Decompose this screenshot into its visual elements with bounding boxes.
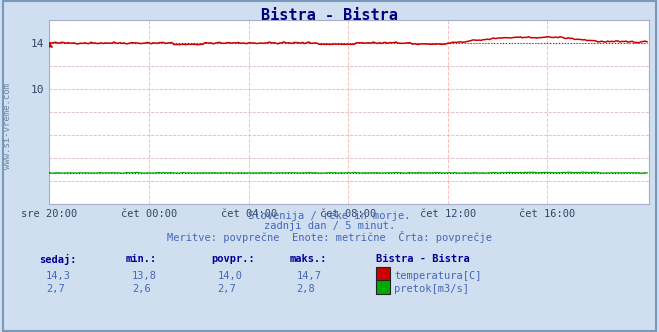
Text: temperatura[C]: temperatura[C] xyxy=(394,271,482,281)
Text: Bistra - Bistra: Bistra - Bistra xyxy=(261,8,398,23)
Text: sedaj:: sedaj: xyxy=(40,254,77,265)
Text: 14,3: 14,3 xyxy=(46,271,71,281)
Text: Slovenija / reke in morje.: Slovenija / reke in morje. xyxy=(248,211,411,221)
Text: 2,7: 2,7 xyxy=(217,284,236,294)
Text: povpr.:: povpr.: xyxy=(211,254,254,264)
Text: 14,7: 14,7 xyxy=(297,271,322,281)
Text: Bistra - Bistra: Bistra - Bistra xyxy=(376,254,469,264)
Text: 2,7: 2,7 xyxy=(46,284,65,294)
Text: 13,8: 13,8 xyxy=(132,271,157,281)
Text: zadnji dan / 5 minut.: zadnji dan / 5 minut. xyxy=(264,221,395,231)
Text: www.si-vreme.com: www.si-vreme.com xyxy=(3,83,13,169)
Text: pretok[m3/s]: pretok[m3/s] xyxy=(394,284,469,294)
Text: 2,8: 2,8 xyxy=(297,284,315,294)
Text: 2,6: 2,6 xyxy=(132,284,150,294)
Text: 14,0: 14,0 xyxy=(217,271,243,281)
Text: min.:: min.: xyxy=(125,254,156,264)
Text: maks.:: maks.: xyxy=(290,254,328,264)
Text: Meritve: povprečne  Enote: metrične  Črta: povprečje: Meritve: povprečne Enote: metrične Črta:… xyxy=(167,231,492,243)
